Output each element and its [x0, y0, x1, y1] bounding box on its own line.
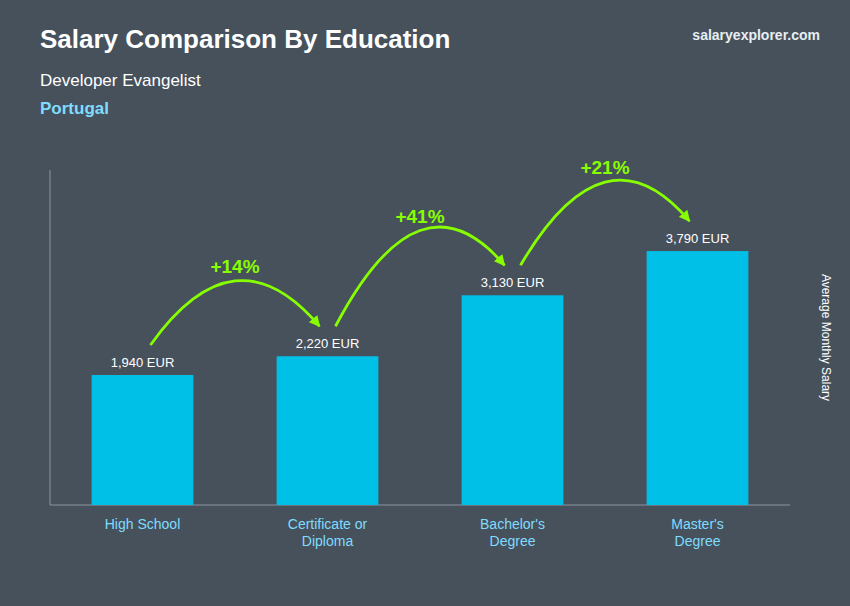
x-tick-label-line: Degree: [490, 533, 536, 549]
background: [0, 0, 850, 606]
chart: Salary Comparison By Education Developer …: [0, 0, 850, 606]
y-axis-label: Average Monthly Salary: [819, 274, 833, 401]
bar: [647, 251, 749, 505]
change-label: +21%: [580, 157, 629, 178]
x-tick-label-line: Bachelor's: [480, 516, 545, 532]
change-arrow: [336, 227, 505, 326]
subtitle: Portugal: [40, 99, 109, 118]
data-label: 3,130 EUR: [481, 275, 545, 290]
x-tick-label: High School: [105, 516, 181, 532]
data-label: 1,940 EUR: [111, 355, 175, 370]
x-tick-label-line: Certificate or: [288, 516, 368, 532]
bar: [92, 375, 194, 505]
y-axis-line: [50, 170, 51, 505]
x-tick-label-line: Master's: [671, 516, 723, 532]
change-arrow: [521, 180, 690, 265]
data-label: 2,220 EUR: [296, 336, 360, 351]
data-label: 3,790 EUR: [666, 231, 730, 246]
subtitle: Developer Evangelist: [40, 71, 201, 90]
x-tick-label: Master'sDegree: [671, 516, 723, 549]
x-tick-label-line: High School: [105, 516, 181, 532]
bar: [462, 295, 564, 505]
x-tick-label: Certificate orDiploma: [288, 516, 368, 549]
x-tick-label: Bachelor'sDegree: [480, 516, 545, 549]
x-tick-label-line: Degree: [675, 533, 721, 549]
changes: +14% +41% +21%: [151, 157, 690, 345]
change-label: +14%: [210, 256, 259, 277]
title: Salary Comparison By Education: [40, 24, 450, 54]
bar: [277, 356, 379, 505]
change-arrow: [151, 281, 320, 345]
x-tick-label-line: Diploma: [302, 533, 354, 549]
change-label: +41%: [395, 206, 444, 227]
annotation: salaryexplorer.com: [692, 27, 820, 43]
bars: [92, 251, 749, 505]
